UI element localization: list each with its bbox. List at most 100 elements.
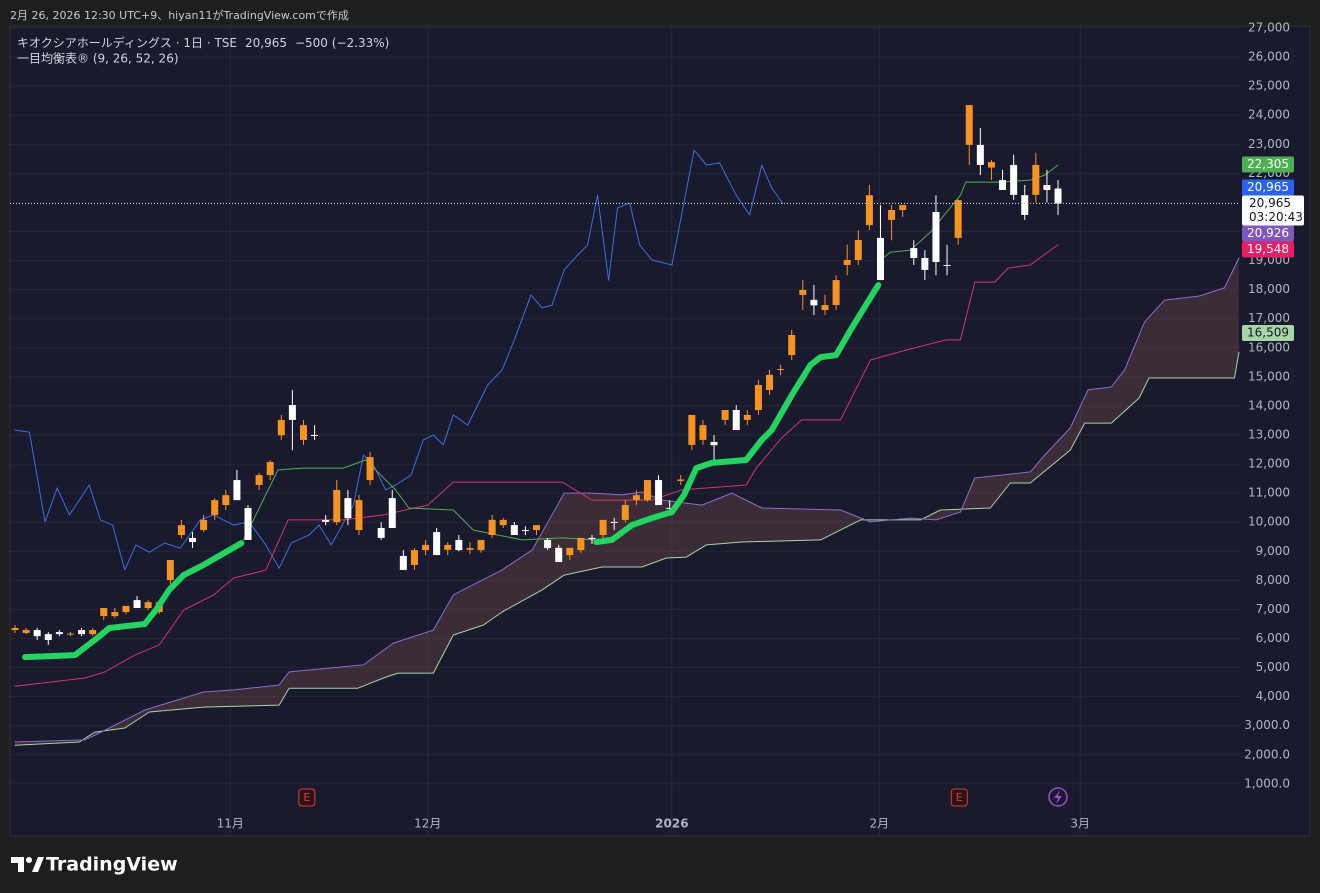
x-tick-label: 3月: [1070, 817, 1090, 831]
dividend-icon: [1048, 787, 1068, 807]
candle-body: [899, 205, 907, 211]
candle-body: [288, 405, 296, 420]
candle-body: [189, 537, 197, 542]
caption: 2月 26, 2026 12:30 UTC+9、hiyan11がTradingV…: [10, 8, 349, 22]
candle-body: [311, 435, 319, 437]
y-tick-label: 7,000: [1256, 602, 1290, 616]
candle-body: [799, 289, 807, 295]
candle-body: [788, 335, 796, 356]
candle-body: [78, 630, 86, 635]
event-marker: [298, 788, 316, 807]
candle-body: [211, 500, 219, 515]
candle-body: [666, 507, 674, 509]
y-tick-label: 1,000.0: [1244, 776, 1290, 790]
candle-body: [521, 530, 529, 532]
price-label: 19,548: [1247, 242, 1289, 256]
candle-body: [277, 419, 285, 436]
candle-body: [22, 630, 30, 633]
candle-body: [710, 441, 718, 446]
candle-body: [444, 544, 452, 550]
indicator-line: [14, 257, 1240, 743]
candle-body: [987, 162, 995, 168]
candle-body: [610, 521, 618, 523]
candle-body: [488, 519, 496, 536]
chart-panel: [9, 25, 1311, 837]
candle-body: [55, 632, 63, 635]
price-label: 20,965: [1247, 180, 1289, 194]
candle-body: [366, 457, 374, 481]
candle-body: [344, 498, 352, 519]
candle-body: [166, 560, 174, 581]
candle-body: [943, 264, 951, 266]
y-tick-label: 26,000: [1248, 50, 1290, 64]
x-tick-label: 2月: [870, 817, 890, 831]
candle-body: [732, 410, 740, 431]
legend-symbol: キオクシアホールディングス · 1日 · TSE: [17, 35, 237, 50]
candle-body: [632, 495, 640, 501]
candle-body: [876, 237, 884, 281]
cloud-fill: [14, 257, 1239, 746]
legend-line: キオクシアホールディングス · 1日 · TSE 20,965 −500 (−2.3…: [17, 35, 389, 50]
y-tick-label: 5,000: [1256, 660, 1290, 674]
candle-body: [122, 605, 130, 613]
candle-body: [533, 525, 541, 531]
candle-body: [1032, 164, 1040, 195]
event-label: E: [303, 791, 310, 804]
candle-body: [44, 634, 52, 640]
candle-body: [599, 519, 607, 536]
countdown: 03:20:43: [1249, 210, 1303, 224]
candle-body: [410, 550, 418, 565]
candle-body: [388, 498, 396, 529]
event-marker: [950, 788, 968, 807]
candle-body: [999, 180, 1007, 190]
candle-body: [333, 489, 341, 523]
candle-body: [976, 144, 984, 165]
candle-body: [754, 385, 762, 411]
candle-body: [743, 414, 751, 420]
candle-body: [255, 475, 263, 486]
candle-body: [721, 410, 729, 420]
x-tick-label: 12月: [414, 817, 441, 831]
price-label: 16,509: [1247, 326, 1289, 340]
logo-text: TradingView: [46, 854, 178, 876]
candle-body: [322, 519, 330, 522]
candle-body: [932, 212, 940, 263]
x-tick-label: 11月: [217, 817, 244, 831]
indicator-line: [22, 282, 882, 661]
y-tick-label: 23,000: [1248, 137, 1290, 151]
price-label-box: [1242, 179, 1294, 196]
candle-body: [921, 257, 929, 270]
candle-body: [854, 239, 862, 261]
candle-body: [777, 369, 785, 371]
candle-body: [510, 525, 518, 536]
candle-body: [499, 519, 507, 526]
candle-body: [1043, 185, 1051, 190]
last-price-badge: [1242, 195, 1304, 226]
candle-body: [244, 507, 252, 540]
candle-body: [1021, 195, 1029, 215]
candle-body: [843, 260, 851, 265]
candle-body: [477, 539, 485, 551]
candle-body: [66, 633, 74, 635]
y-tick-label: 12,000: [1248, 457, 1290, 471]
candle-body: [177, 525, 185, 536]
candle-body: [621, 505, 629, 520]
candle-body: [455, 539, 463, 551]
last-price-label: 20,965: [1249, 196, 1291, 210]
candle-body: [1010, 164, 1018, 195]
candle-body: [643, 480, 651, 501]
axes: 1,000.0 2,000.0 3,000.0 4,000 5,000 6,000 7,00…: [217, 21, 1304, 831]
candle-body: [266, 462, 274, 476]
y-tick-label: 11,000: [1248, 486, 1290, 500]
plot-area: [10, 26, 1240, 835]
y-tick-label: 8,000: [1256, 573, 1290, 587]
candle-body: [832, 280, 840, 306]
price-label: 22,305: [1247, 157, 1289, 171]
candle-body: [888, 210, 896, 220]
x-tick-label: 2026: [655, 817, 688, 831]
candle-body: [11, 628, 19, 631]
candle-body: [821, 305, 829, 311]
candle-body: [355, 500, 363, 531]
price-label: 20,926: [1247, 226, 1289, 240]
